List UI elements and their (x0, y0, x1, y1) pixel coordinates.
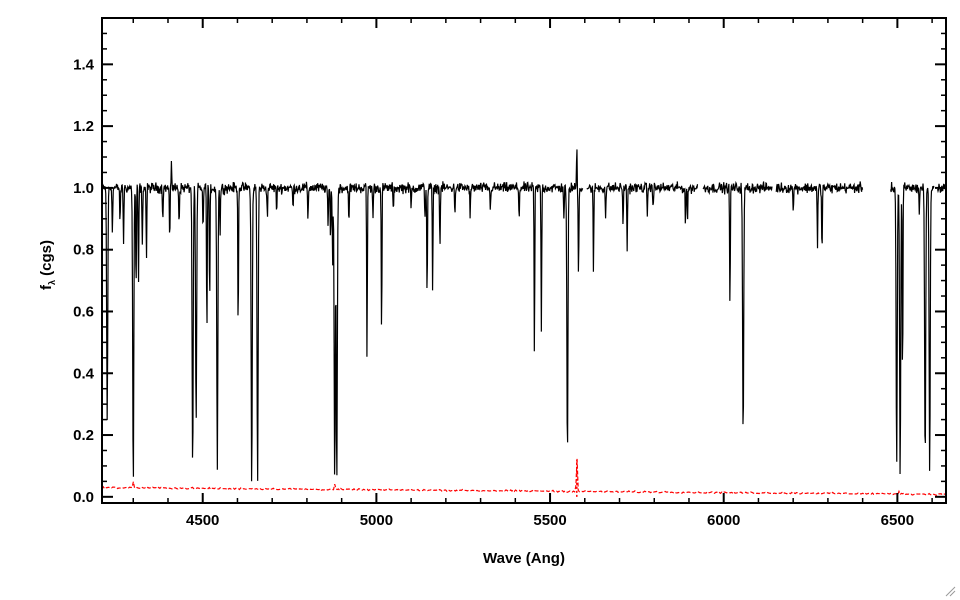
x-tick-label: 6000 (707, 512, 740, 529)
y-tick-label: 0.4 (73, 365, 95, 382)
y-tick-label: 0.6 (73, 303, 94, 320)
flux-series-line (890, 181, 935, 474)
svg-text:fλ (cgs): fλ (cgs) (38, 240, 57, 290)
flux-series-line (936, 183, 946, 194)
flux-series-line (102, 149, 584, 482)
error-series-line (102, 458, 946, 496)
flux-series-line (702, 180, 773, 425)
x-axis-title: Wave (Ang) (483, 550, 565, 567)
resize-grip-icon[interactable] (944, 585, 956, 597)
x-tick-label: 4500 (186, 512, 219, 529)
y-axis-title-main: f (38, 284, 55, 290)
y-axis: 0.0 0.2 0.4 0.6 0.8 1.0 1.2 1.4 (73, 32, 946, 506)
y-axis-title: fλ (cgs) (38, 240, 57, 290)
y-tick-label: 1.4 (73, 56, 95, 73)
x-tick-label: 5500 (533, 512, 566, 529)
x-axis: 4500 5000 5500 6000 6500 (132, 18, 933, 529)
y-tick-label: 1.2 (73, 118, 94, 135)
plot-frame (101, 17, 947, 504)
y-tick-label: 1.0 (73, 180, 94, 197)
y-tick-label: 0.0 (73, 489, 94, 506)
flux-series-line (586, 181, 699, 272)
x-tick-label: 5000 (360, 512, 393, 529)
y-axis-title-unit: (cgs) (38, 240, 55, 276)
series-layer (102, 149, 946, 497)
x-tick-label: 6500 (881, 512, 914, 529)
y-tick-label: 0.2 (73, 427, 94, 444)
y-tick-label: 0.8 (73, 242, 94, 259)
y-axis-title-subscript: λ (47, 280, 57, 285)
flux-series-line (775, 181, 864, 249)
